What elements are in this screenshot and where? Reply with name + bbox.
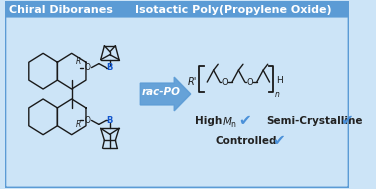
Text: n: n	[275, 90, 280, 98]
Text: $\mathit{M}$: $\mathit{M}$	[222, 115, 232, 127]
FancyBboxPatch shape	[6, 2, 349, 18]
Text: ✔: ✔	[340, 113, 353, 128]
FancyArrow shape	[140, 77, 191, 111]
Text: ✔: ✔	[238, 113, 251, 128]
Text: Semi-Crystalline: Semi-Crystalline	[266, 116, 362, 126]
Text: O: O	[85, 116, 91, 125]
Text: O: O	[221, 78, 228, 87]
Text: High: High	[195, 116, 226, 126]
Text: ✔: ✔	[272, 133, 285, 148]
Text: Chiral Diboranes: Chiral Diboranes	[9, 5, 114, 15]
Text: O: O	[85, 63, 91, 72]
Text: H: H	[276, 76, 283, 85]
Text: n: n	[230, 120, 235, 129]
Text: O: O	[246, 78, 253, 87]
Text: B: B	[107, 116, 113, 125]
Text: Controlled: Controlled	[215, 136, 277, 146]
Text: B: B	[107, 63, 113, 72]
Text: R: R	[75, 57, 80, 66]
FancyBboxPatch shape	[5, 1, 349, 188]
Text: R': R'	[188, 77, 197, 87]
Text: rac-PO: rac-PO	[142, 87, 181, 97]
Text: Isotactic Poly(Propylene Oxide): Isotactic Poly(Propylene Oxide)	[135, 5, 332, 15]
Text: R: R	[75, 120, 80, 129]
